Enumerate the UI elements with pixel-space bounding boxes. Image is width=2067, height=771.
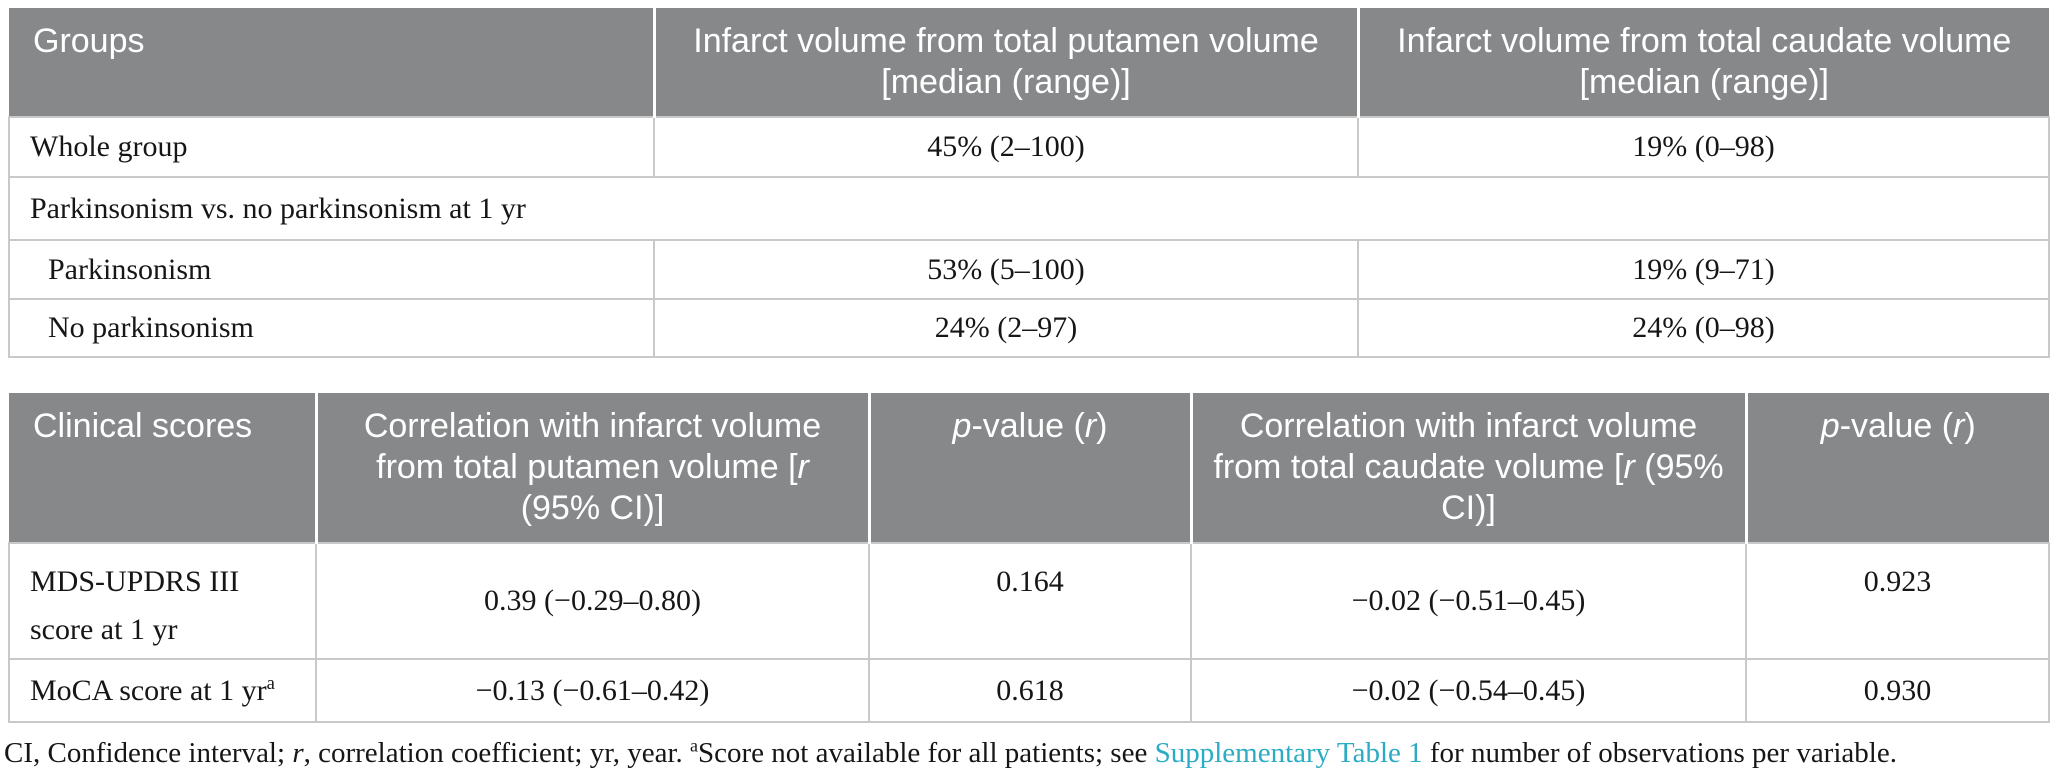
cell-mds-updrs-caudate-r: −0.02 (−0.51–0.45) (1190, 542, 1747, 660)
table-row: Whole group 45% (2–100) 19% (0–98) (8, 116, 2050, 178)
cell-parkinsonism-label: Parkinsonism (8, 239, 655, 300)
r-symbol: r (1623, 448, 1635, 486)
cell-whole-group-putamen: 45% (2–100) (653, 116, 1359, 178)
p-symbol: p (1820, 407, 1840, 445)
cell-mds-updrs-putamen-p: 0.164 (868, 542, 1192, 660)
footnote-text: for number of observations per variable. (1422, 737, 1897, 769)
cell-parkinsonism-putamen: 53% (5–100) (653, 239, 1359, 300)
p-symbol: p (952, 407, 972, 445)
cell-mds-updrs-label: MDS-UPDRS III score at 1 yr (8, 542, 317, 660)
supplementary-table-link[interactable]: Supplementary Table 1 (1154, 737, 1423, 769)
r-symbol: r (1953, 407, 1965, 445)
table-footnote: CI, Confidence interval; r, correlation … (4, 735, 2067, 771)
table-row: Parkinsonism vs. no parkinsonism at 1 yr (8, 176, 2050, 241)
table2-header-pvalue-caudate: p-value (r) (1744, 393, 2049, 543)
r-symbol: r (1084, 407, 1097, 445)
cell-no-parkinsonism-putamen: 24% (2–97) (653, 298, 1359, 358)
cell-parkinsonism-caudate: 19% (9–71) (1357, 239, 2050, 300)
table-separator (8, 358, 2067, 393)
r-symbol: r (292, 737, 304, 769)
cell-moca-caudate-p: 0.930 (1745, 658, 2050, 723)
footnote-text: , correlation coefficient; yr, year. (303, 737, 691, 769)
footnote-text: CI, Confidence interval; (4, 737, 293, 769)
table2-header-row: Clinical scores Correlation with infarct… (9, 393, 2049, 543)
header-text: Correlation with infarct volume from tot… (363, 407, 822, 486)
table1-header-caudate: Infarct volume from total caudate volume… (1356, 8, 2049, 117)
table2-header-clinical-scores: Clinical scores (9, 393, 316, 543)
infarct-volume-by-group-table: Groups Infarct volume from total putamen… (8, 8, 2050, 358)
header-text: -value ( (1839, 407, 1954, 445)
header-text: (95% CI)] (1441, 448, 1724, 527)
table-row: Parkinsonism 53% (5–100) 19% (9–71) (8, 239, 2050, 300)
cell-moca-caudate-r: −0.02 (−0.54–0.45) (1190, 658, 1747, 723)
table-row: MoCA score at 1 yra −0.13 (−0.61–0.42) 0… (8, 658, 2050, 723)
table-row: MDS-UPDRS III score at 1 yr 0.39 (−0.29–… (8, 542, 2050, 660)
cell-no-parkinsonism-caudate: 24% (0–98) (1357, 298, 2050, 358)
cell-whole-group-caudate: 19% (0–98) (1357, 116, 2050, 178)
clinical-scores-correlation-table: Clinical scores Correlation with infarct… (8, 393, 2050, 723)
footnote-text: Score not available for all patients; se… (698, 737, 1155, 769)
r-symbol: r (797, 448, 809, 486)
cell-mds-updrs-caudate-p: 0.923 (1745, 542, 2050, 660)
cell-whole-group-label: Whole group (8, 116, 655, 178)
footnote-marker: a (690, 735, 698, 756)
cell-no-parkinsonism-label: No parkinsonism (8, 298, 655, 358)
cell-mds-updrs-putamen-r: 0.39 (−0.29–0.80) (315, 542, 870, 660)
table2-header-pvalue-putamen: p-value (r) (867, 393, 1191, 543)
cell-subgroup-heading: Parkinsonism vs. no parkinsonism at 1 yr (8, 176, 2050, 241)
header-text: (95% CI)] (520, 489, 665, 527)
header-text: ) (1964, 407, 1976, 445)
table1-header-row: Groups Infarct volume from total putamen… (9, 8, 2049, 117)
cell-text: MoCA score at 1 yr (30, 673, 267, 707)
table-row: No parkinsonism 24% (2–97) 24% (0–98) (8, 298, 2050, 358)
table2-header-corr-putamen: Correlation with infarct volume from tot… (314, 393, 869, 543)
header-text: -value ( (971, 407, 1085, 445)
cell-moca-putamen-r: −0.13 (−0.61–0.42) (315, 658, 870, 723)
table1-header-putamen: Infarct volume from total putamen volume… (652, 8, 1358, 117)
header-text: ) (1096, 407, 1108, 445)
cell-moca-putamen-p: 0.618 (868, 658, 1192, 723)
header-text: Correlation with infarct volume from tot… (1213, 407, 1698, 486)
table1-header-groups: Groups (9, 8, 654, 117)
footnote-marker: a (266, 672, 275, 694)
table2-header-corr-caudate: Correlation with infarct volume from tot… (1189, 393, 1746, 543)
cell-moca-label: MoCA score at 1 yra (8, 658, 317, 723)
